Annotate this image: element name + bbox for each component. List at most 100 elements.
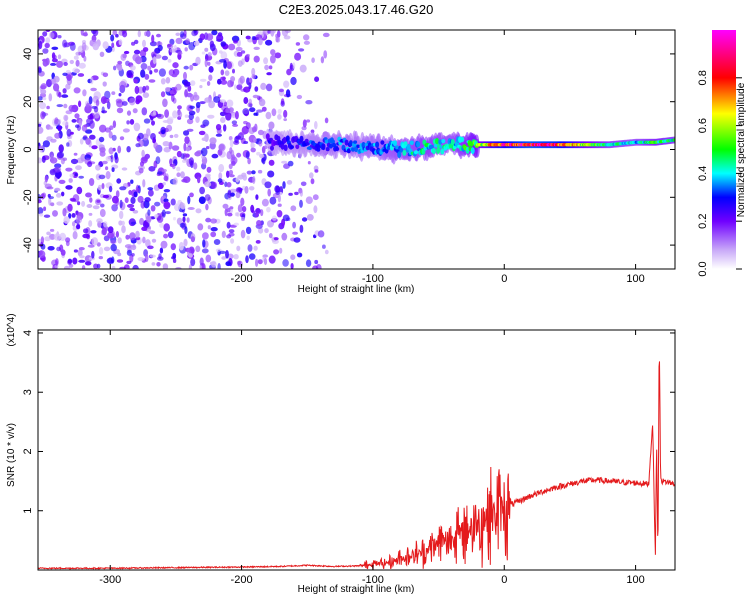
spectrogram-noise-cell (54, 117, 59, 125)
spectrogram-noise-cell (218, 164, 225, 173)
spectrogram-noise-cell (126, 146, 131, 153)
spectrogram-noise-cell (312, 194, 319, 201)
spectrogram-noise-cell (68, 213, 72, 219)
spectrogram-noise-cell (121, 101, 128, 106)
spectrogram-noise-cell (199, 85, 203, 89)
spectrogram-noise-cell (273, 237, 279, 241)
spectrogram-ridge-cell (439, 145, 444, 149)
spectrogram-x-label: Height of straight line (km) (298, 284, 415, 295)
spectrogram-noise-cell (279, 247, 283, 254)
spectrogram-noise-cell (78, 259, 86, 263)
spectrogram-noise-cell (183, 71, 187, 80)
spectrogram-noise-cell (172, 177, 178, 186)
spectrogram-noise-cell (85, 137, 91, 145)
spectrogram-noise-cell (271, 215, 277, 221)
spectrogram-noise-cell (235, 46, 243, 52)
spectrogram-noise-cell (182, 213, 188, 217)
x-tick-label: -100 (362, 574, 384, 586)
spectrogram-ridge-cell (299, 135, 304, 143)
spectrogram-ridge-cell (328, 143, 333, 149)
spectrogram-noise-cell (78, 51, 82, 56)
spectrogram-noise-cell (163, 189, 171, 193)
spectrogram-noise-cell (256, 220, 262, 227)
spectrogram-noise-cell (243, 141, 249, 144)
spectrogram-noise-cell (147, 65, 152, 71)
spectrogram-noise-cell (186, 128, 194, 132)
spectrogram-noise-cell (40, 83, 47, 90)
spectrogram-noise-cell (151, 262, 156, 266)
spectrogram-noise-cell (135, 230, 140, 239)
spectrogram-noise-cell (129, 207, 135, 212)
spectrogram-noise-cell (228, 169, 234, 176)
spectrogram-noise-cell (286, 180, 293, 185)
spectrogram-ridge-cell (344, 139, 349, 146)
spectrogram-noise-cell (208, 74, 213, 81)
spectrogram-noise-cell (299, 199, 303, 208)
spectrogram-noise-cell (65, 167, 73, 172)
spectrogram-noise-cell (46, 231, 51, 236)
spectrogram-noise-cell (111, 91, 116, 95)
spectrogram-noise-cell (229, 174, 235, 178)
spectrogram-noise-cell (227, 80, 234, 88)
spectrogram-noise-cell (309, 172, 314, 179)
spectrogram-noise-cell (84, 261, 92, 266)
spectrogram-noise-cell (74, 113, 80, 119)
spectrogram-noise-cell (190, 236, 195, 243)
spectrogram-noise-cell (218, 250, 226, 254)
spectrogram-noise-cell (236, 152, 242, 158)
spectrogram-noise-cell (222, 76, 226, 81)
snr-y-multiplier: (x10^4) (6, 313, 17, 346)
x-tick-label: -300 (99, 574, 121, 586)
spectrogram-noise-cell (180, 171, 185, 179)
spectrogram-noise-cell (226, 61, 233, 69)
spectrogram-noise-cell (104, 90, 111, 99)
spectrogram-noise-cell (155, 156, 161, 165)
spectrogram-noise-cell (149, 41, 157, 47)
spectrogram-noise-cell (117, 60, 123, 65)
spectrogram-noise-cell (95, 164, 101, 171)
spectrogram-noise-cell (236, 245, 241, 252)
spectrogram-noise-cell (253, 112, 258, 116)
spectrogram-noise-cell (158, 68, 166, 77)
spectrogram-noise-cell (220, 69, 225, 76)
spectrogram-noise-cell (123, 50, 130, 55)
spectrogram-noise-cell (135, 143, 141, 148)
colorbar-tick-label: 0.2 (697, 214, 709, 229)
colorbar-tick-label: 0.4 (697, 166, 709, 181)
spectrogram-noise-cell (289, 62, 293, 70)
spectrogram-noise-cell (40, 243, 46, 250)
spectrogram-noise-cell (118, 220, 123, 226)
spectrogram-noise-cell (81, 42, 87, 51)
spectrogram-noise-cell (232, 123, 239, 127)
spectrogram-noise-cell (172, 163, 176, 170)
spectrogram-noise-cell (224, 208, 228, 217)
snr-plot-area (38, 361, 675, 570)
spectrogram-noise-cell (97, 184, 102, 191)
spectrogram-noise-cell (307, 161, 311, 165)
spectrogram-noise-cell (83, 31, 88, 37)
spectrogram-noise-cell (131, 41, 136, 46)
spectrogram-noise-cell (210, 181, 217, 189)
spectrogram-noise-cell (213, 239, 221, 245)
spectrogram-noise-cell (119, 199, 123, 209)
spectrogram-noise-cell (256, 109, 264, 113)
spectrogram-noise-cell (77, 249, 83, 257)
spectrogram-noise-cell (193, 94, 200, 101)
y-tick-label: 2 (22, 448, 34, 454)
spectrogram-noise-cell (92, 43, 100, 51)
spectrogram-ridge-cell (295, 144, 300, 150)
spectrogram-noise-cell (147, 187, 154, 191)
spectrogram-noise-cell (110, 243, 117, 252)
spectrogram-noise-cell (173, 217, 176, 221)
spectrogram-ridge-cell (321, 143, 326, 151)
spectrogram-noise-cell (142, 236, 146, 244)
spectrogram-noise-cell (178, 241, 184, 251)
spectrogram-noise-cell (111, 42, 115, 48)
spectrogram-noise-cell (121, 225, 126, 234)
spectrogram-noise-cell (245, 255, 249, 264)
spectrogram-ridge-cell (346, 148, 351, 154)
spectrogram-noise-cell (274, 52, 282, 59)
spectrogram-noise-cell (63, 114, 69, 122)
spectrogram-noise-cell (126, 249, 132, 256)
spectrogram-noise-cell (96, 218, 103, 224)
